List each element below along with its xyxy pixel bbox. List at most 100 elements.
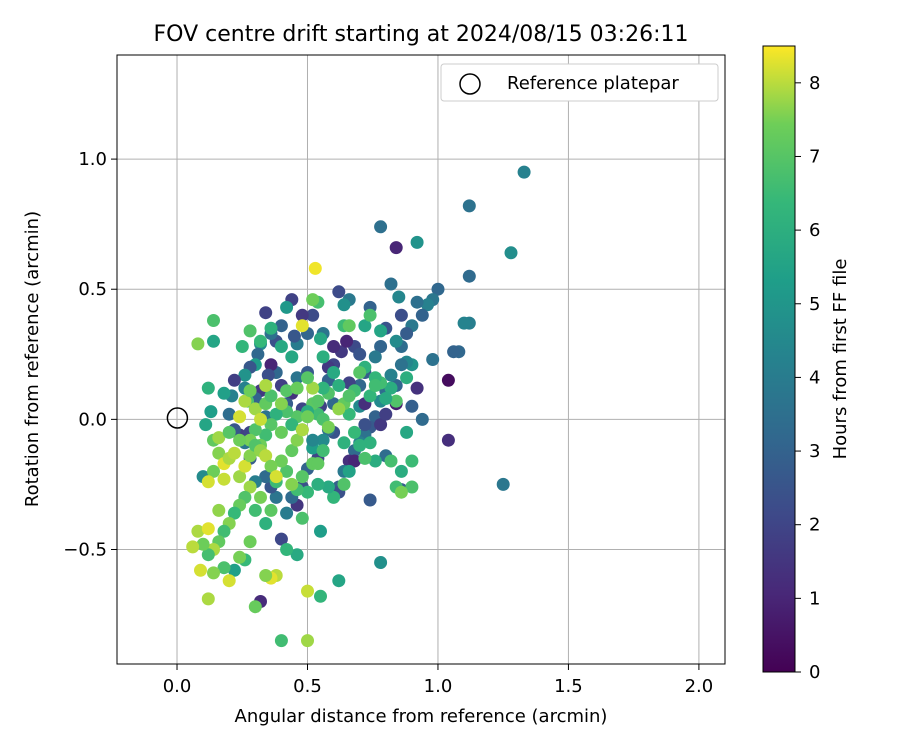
data-point — [410, 235, 424, 249]
data-point — [308, 261, 322, 275]
data-point — [410, 295, 424, 309]
data-point — [342, 407, 356, 421]
data-point — [201, 522, 215, 536]
data-point — [394, 464, 408, 478]
data-point — [212, 503, 226, 517]
data-point — [332, 285, 346, 299]
data-point — [421, 298, 434, 312]
data-point — [285, 444, 299, 458]
data-point — [248, 402, 262, 416]
colorbar-tick-label: 3 — [809, 441, 820, 462]
colorbar-tick-label: 8 — [809, 73, 820, 94]
data-point — [285, 477, 299, 491]
data-point — [217, 386, 231, 400]
data-point — [342, 464, 356, 478]
data-point — [191, 337, 205, 351]
data-point — [342, 389, 356, 403]
data-point — [311, 477, 325, 491]
data-point — [342, 319, 356, 333]
data-point — [374, 340, 388, 353]
data-points — [186, 165, 531, 648]
data-point — [311, 394, 325, 408]
y-tick-label: 0.0 — [78, 409, 107, 430]
data-point — [363, 493, 377, 507]
data-point — [264, 459, 278, 473]
data-point — [301, 485, 314, 499]
data-point — [301, 410, 314, 424]
data-point — [280, 300, 294, 314]
data-point — [332, 379, 346, 392]
data-point — [374, 556, 388, 569]
data-point — [426, 353, 440, 366]
data-point — [269, 470, 283, 484]
data-point — [269, 407, 283, 421]
data-point — [321, 480, 335, 494]
data-point — [337, 298, 351, 312]
data-point — [384, 368, 398, 382]
data-point — [248, 423, 262, 437]
chart-title: FOV centre drift starting at 2024/08/15 … — [154, 22, 689, 47]
colorbar-tick-label: 0 — [809, 662, 820, 683]
data-point — [248, 600, 262, 614]
data-point — [280, 384, 294, 398]
data-point — [363, 389, 377, 403]
data-point — [222, 574, 236, 588]
x-axis-label: Angular distance from reference (arcmin) — [235, 706, 608, 727]
data-point — [337, 436, 351, 450]
data-point — [235, 340, 249, 353]
data-point — [368, 454, 382, 468]
data-point — [332, 574, 346, 588]
data-point — [264, 389, 278, 403]
y-tick-label: 1.0 — [78, 149, 107, 170]
data-point — [199, 418, 213, 432]
data-point — [248, 503, 262, 517]
data-point — [274, 634, 288, 648]
data-point — [394, 485, 408, 499]
data-point — [348, 425, 361, 439]
x-tick-label: 0.5 — [293, 676, 322, 697]
x-tick-label: 0.0 — [163, 676, 192, 697]
data-point — [251, 347, 265, 361]
data-point — [254, 412, 267, 426]
data-point — [285, 350, 299, 364]
data-point — [389, 241, 403, 255]
data-point — [316, 350, 330, 364]
data-point — [290, 381, 304, 395]
data-point — [462, 199, 476, 213]
data-point — [217, 472, 231, 486]
data-point — [306, 293, 320, 307]
data-point — [274, 397, 288, 411]
colorbar-label: Hours from first FF file — [830, 259, 851, 460]
data-point — [264, 321, 278, 335]
y-tick-label: −0.5 — [63, 539, 107, 560]
data-point — [384, 381, 398, 395]
data-point — [517, 165, 531, 179]
data-point — [340, 334, 354, 348]
data-point — [243, 384, 257, 398]
data-point — [269, 490, 283, 504]
data-point — [405, 480, 419, 494]
data-point — [353, 347, 367, 361]
data-point — [311, 457, 325, 471]
data-point — [368, 379, 382, 392]
data-point — [207, 464, 220, 478]
data-point — [274, 425, 288, 439]
data-point — [259, 470, 273, 484]
data-point — [374, 324, 388, 338]
data-point — [274, 454, 288, 468]
data-point — [301, 584, 314, 598]
data-point — [353, 366, 367, 379]
data-point — [194, 563, 207, 577]
data-point — [504, 246, 518, 260]
data-point — [264, 503, 278, 517]
y-axis: −0.5 0.0 0.5 1.0 — [63, 149, 117, 560]
data-point — [207, 334, 220, 348]
data-point — [368, 350, 382, 364]
data-point — [259, 569, 273, 582]
data-point — [363, 308, 377, 322]
data-point — [274, 319, 288, 333]
data-point — [337, 477, 351, 491]
data-point — [259, 428, 273, 442]
data-point — [400, 371, 414, 385]
data-point — [457, 316, 471, 330]
